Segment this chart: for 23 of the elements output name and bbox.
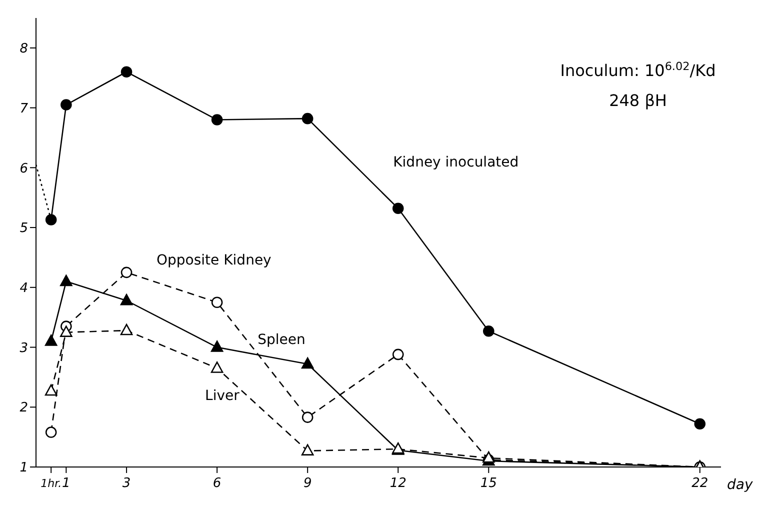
series-label: Liver — [205, 388, 240, 404]
x-axis-title: day — [727, 476, 754, 493]
annotation: 248 βH — [609, 91, 667, 110]
x-tick-label: 6 — [212, 476, 222, 491]
x-tick-label: 12 — [390, 476, 406, 491]
x-tick-label: 22 — [692, 476, 708, 491]
series-label: Opposite Kidney — [156, 252, 272, 268]
x-tick-label: 15 — [480, 476, 497, 491]
y-tick-label: 4 — [20, 281, 28, 296]
y-tick-label: 7 — [20, 101, 29, 116]
annotation: Inoculum: 10$^{6.02}$/Kd — [560, 60, 716, 80]
x-tick-label: 3 — [122, 476, 131, 491]
y-tick-label: 2 — [20, 400, 28, 416]
y-tick-label: 1 — [20, 460, 28, 476]
series-label: Kidney inoculated — [393, 154, 519, 170]
x-tick-label: 1 — [62, 476, 70, 491]
series-label: Spleen — [258, 332, 306, 348]
y-tick-label: 8 — [20, 42, 28, 57]
x-tick-label: 1hr. — [40, 477, 62, 490]
y-tick-label: 3 — [20, 340, 28, 356]
y-tick-label: 5 — [20, 221, 28, 236]
x-tick-label: 9 — [303, 476, 312, 491]
y-tick-label: 6 — [20, 161, 28, 176]
